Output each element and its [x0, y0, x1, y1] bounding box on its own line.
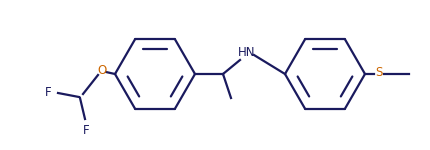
Text: HN: HN	[238, 45, 256, 58]
Text: F: F	[45, 85, 51, 99]
Text: F: F	[83, 123, 89, 136]
Text: O: O	[97, 64, 107, 78]
Text: S: S	[375, 66, 383, 80]
